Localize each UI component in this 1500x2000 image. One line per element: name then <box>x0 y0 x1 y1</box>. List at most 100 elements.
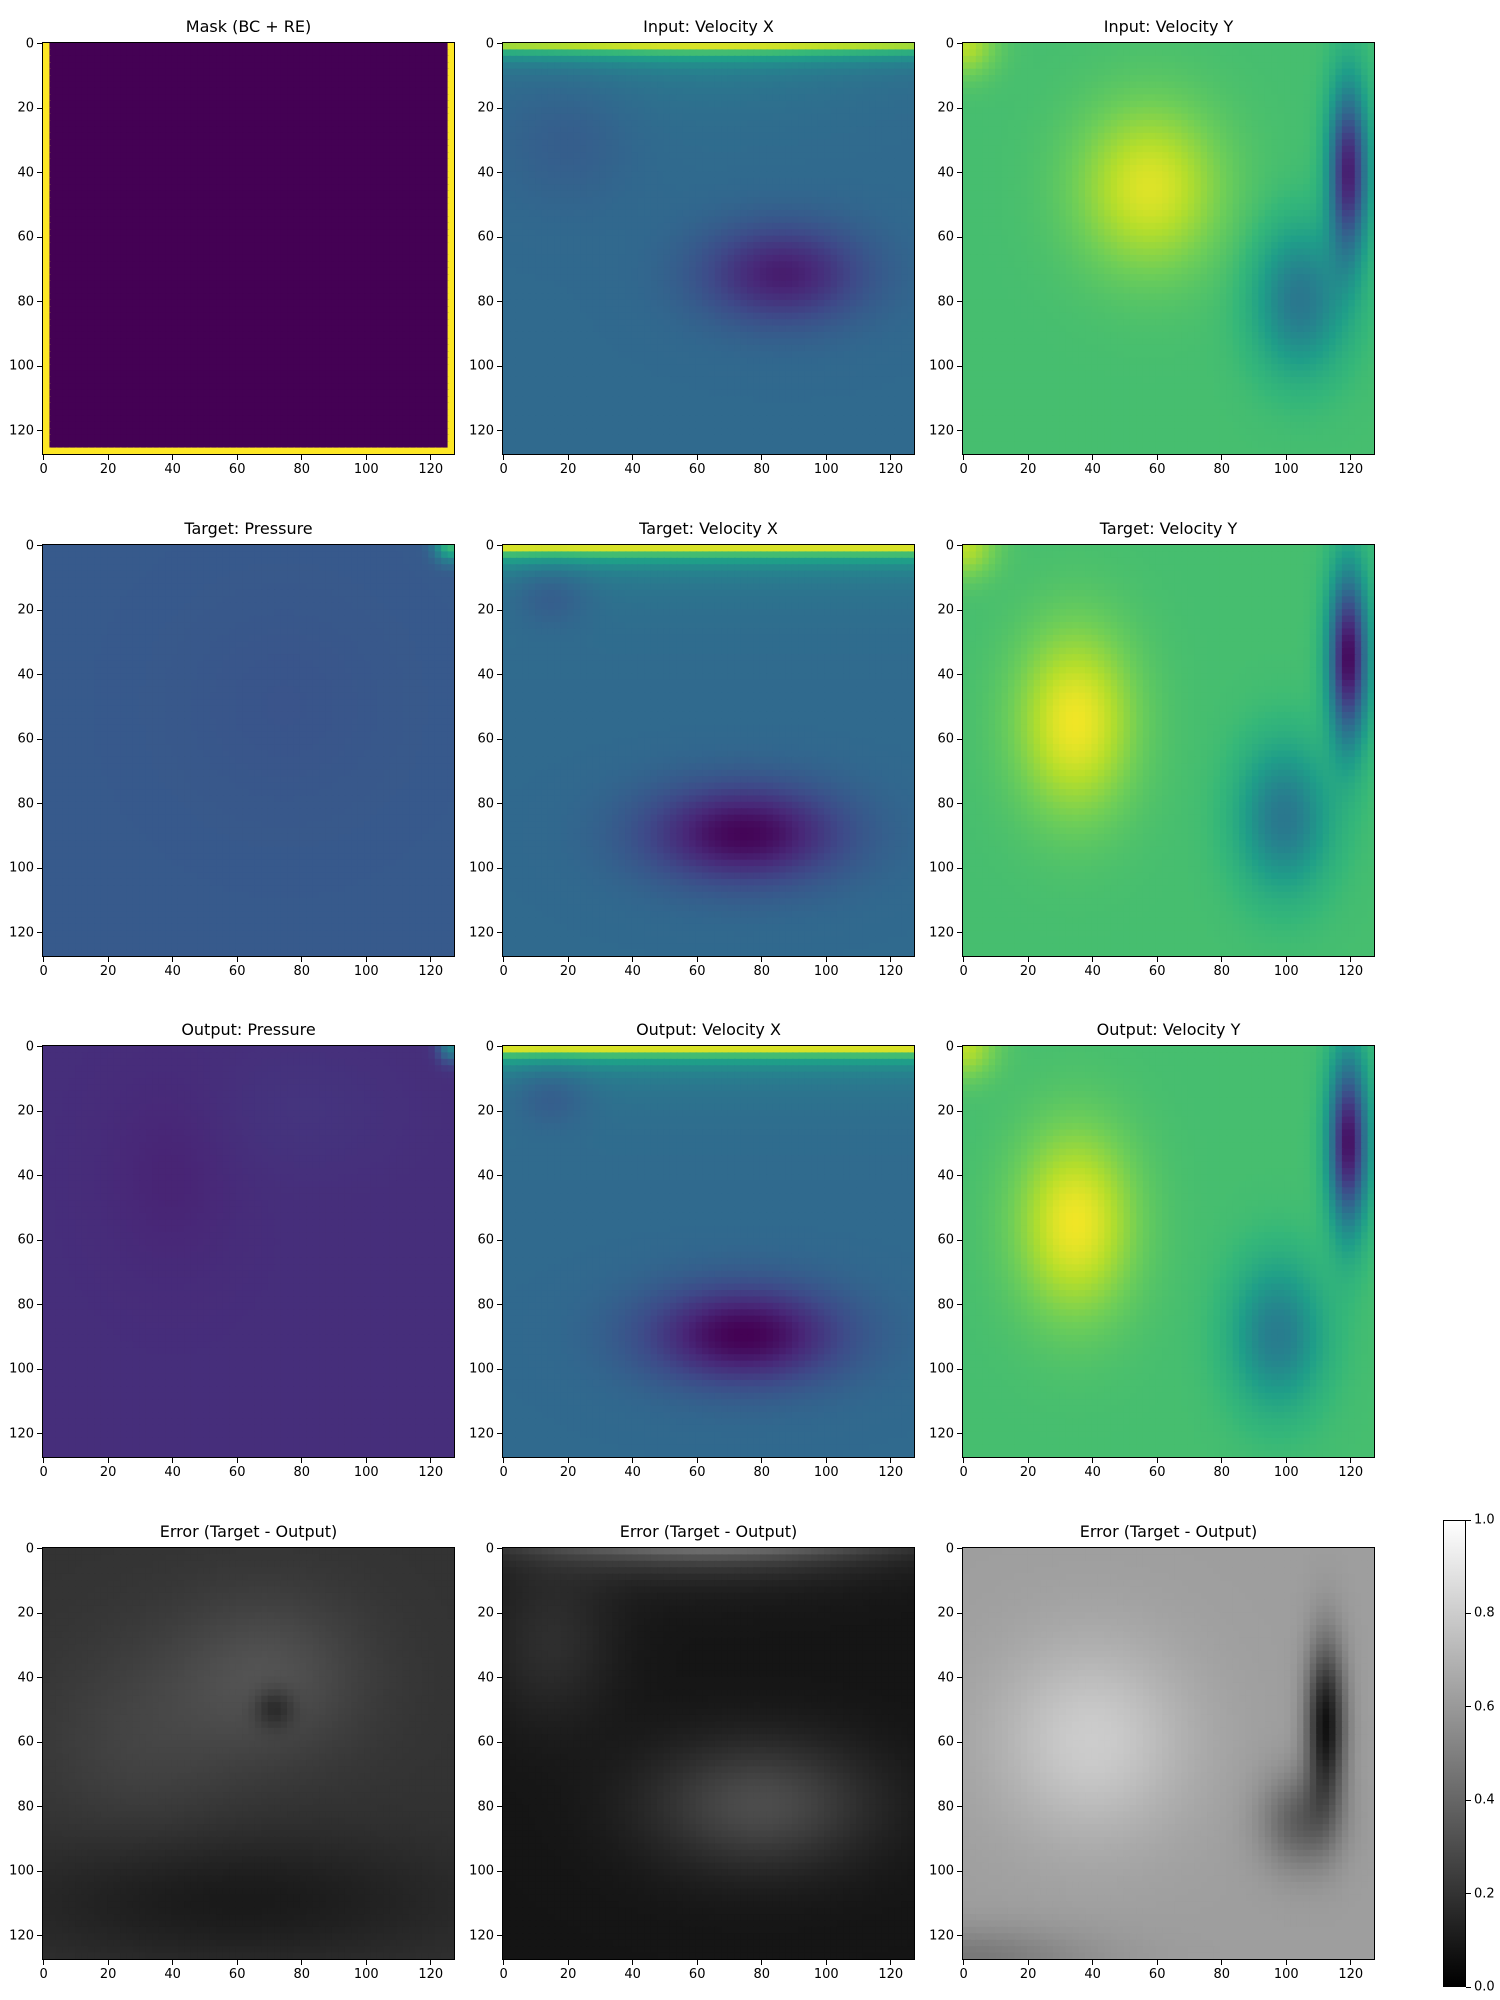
heatmap-cell <box>171 248 180 257</box>
heatmap-cell <box>81 402 90 411</box>
heatmap-cell <box>293 209 302 218</box>
heatmap-cell <box>62 293 71 302</box>
heatmap-cell <box>254 389 263 398</box>
heatmap-cell <box>177 370 186 379</box>
heatmap-cell <box>139 415 148 424</box>
heatmap-cell <box>62 248 71 257</box>
heatmap-cell <box>222 402 231 411</box>
heatmap-cell <box>383 62 392 71</box>
heatmap-cell <box>107 267 116 276</box>
heatmap-cell <box>338 165 347 173</box>
heatmap-cell <box>120 299 129 308</box>
heatmap-cell <box>87 415 96 424</box>
heatmap-cell <box>49 126 58 135</box>
heatmap-cell <box>785 49 794 58</box>
heatmap-cell <box>325 338 334 347</box>
heatmap-cell <box>447 254 454 263</box>
heatmap-cell <box>299 113 308 122</box>
heatmap-cell <box>235 242 244 251</box>
heatmap-cell <box>280 261 289 270</box>
heatmap-cell <box>113 338 122 347</box>
heatmap-cell <box>293 75 302 84</box>
heatmap-cell <box>171 319 180 328</box>
heatmap-cell <box>177 152 186 161</box>
heatmap-cell <box>177 261 186 270</box>
heatmap-cell <box>396 49 405 58</box>
heatmap-cell <box>830 87 839 96</box>
heatmap-cell <box>331 75 340 84</box>
heatmap-cell <box>541 75 550 84</box>
heatmap-cell <box>145 145 154 154</box>
heatmap-cell <box>287 357 295 366</box>
heatmap-cell <box>830 94 839 103</box>
heatmap-cell <box>396 81 405 90</box>
heatmap-cell <box>734 49 743 58</box>
heatmap-cell <box>261 331 270 340</box>
heatmap-cell <box>573 107 582 116</box>
heatmap-cell <box>389 229 398 238</box>
heatmap-cell <box>907 49 914 58</box>
heatmap-cell <box>312 62 321 71</box>
heatmap-cell <box>824 49 833 58</box>
heatmap-cell <box>43 113 51 122</box>
heatmap-cell <box>248 409 257 418</box>
heatmap-cell <box>434 383 443 392</box>
heatmap-cell <box>325 370 334 379</box>
heatmap-cell <box>843 81 852 90</box>
heatmap-cell <box>216 209 225 218</box>
heatmap-cell <box>197 209 206 218</box>
heatmap-cell <box>312 120 321 129</box>
heatmap-cell <box>370 87 379 96</box>
heatmap-cell <box>676 94 685 103</box>
heatmap-cell <box>344 190 353 199</box>
heatmap-cell <box>68 55 77 64</box>
heatmap-cell <box>682 55 691 64</box>
heatmap-cell <box>428 287 437 295</box>
heatmap-cell <box>132 434 141 443</box>
heatmap-cell <box>357 402 366 411</box>
heatmap-cell <box>791 68 800 77</box>
heatmap-cell <box>312 113 321 122</box>
heatmap-cell <box>229 370 238 379</box>
heatmap-cell <box>49 402 58 411</box>
heatmap-cell <box>421 87 430 96</box>
heatmap-cell <box>139 139 148 148</box>
heatmap-cell <box>203 242 212 251</box>
heatmap-cell <box>383 197 392 206</box>
heatmap-cell <box>740 75 749 84</box>
heatmap-cell <box>190 364 199 373</box>
heatmap-cell <box>331 216 340 225</box>
heatmap-cell <box>509 113 518 122</box>
heatmap-cell <box>389 409 398 418</box>
heatmap-cell <box>120 415 129 424</box>
heatmap-cell <box>293 447 302 454</box>
heatmap-cell <box>376 126 385 135</box>
heatmap-cell <box>447 306 454 315</box>
heatmap-cell <box>254 344 263 353</box>
heatmap-cell <box>689 43 698 51</box>
heatmap-cell <box>351 87 360 96</box>
heatmap-cell <box>785 107 794 116</box>
x-tick-mark <box>430 455 432 460</box>
heatmap-cell <box>901 62 910 71</box>
heatmap-cell <box>184 43 193 51</box>
heatmap-cell <box>293 68 302 77</box>
y-tick-label: 100 <box>9 359 34 374</box>
heatmap-cell <box>586 43 595 51</box>
heatmap-cell <box>682 62 691 71</box>
heatmap-cell <box>306 49 315 58</box>
heatmap-cell <box>695 75 704 84</box>
heatmap-cell <box>43 248 51 257</box>
heatmap-cell <box>351 376 360 385</box>
heatmap-cell <box>293 120 302 129</box>
heatmap-cell <box>197 274 206 283</box>
heatmap-cell <box>779 62 788 71</box>
heatmap-cell <box>177 402 186 411</box>
heatmap-cell <box>409 113 418 122</box>
heatmap-cell <box>759 94 768 103</box>
heatmap-cell <box>351 75 360 84</box>
heatmap-cell <box>344 132 353 141</box>
heatmap-cell <box>580 55 589 64</box>
heatmap-cell <box>222 229 231 238</box>
heatmap-cell <box>586 81 595 90</box>
